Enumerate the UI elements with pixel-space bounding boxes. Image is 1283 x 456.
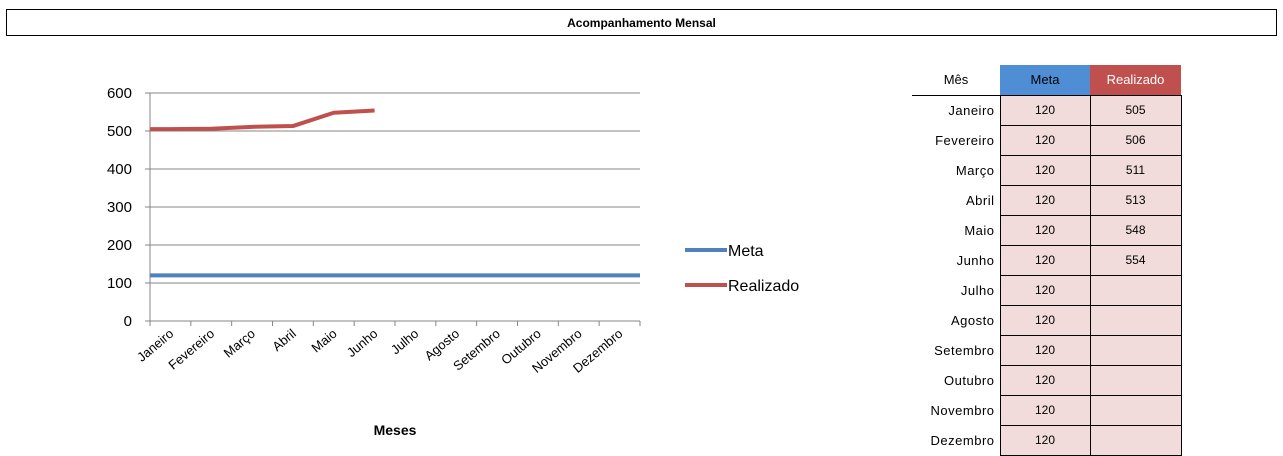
table-row: Outubro 120 <box>912 364 1182 396</box>
x-tick-label: Abril <box>269 326 299 354</box>
meta-cell: 120 <box>999 274 1091 306</box>
table-row: Janeiro 120 505 <box>912 94 1182 126</box>
realizado-cell <box>1089 304 1182 336</box>
report-title: Acompanhamento Mensal <box>6 9 1277 36</box>
realizado-cell <box>1089 364 1182 396</box>
realizado-cell: 506 <box>1089 124 1182 156</box>
y-tick-label: 300 <box>107 199 132 216</box>
realizado-cell <box>1089 334 1182 366</box>
meta-cell: 120 <box>999 124 1091 156</box>
realizado-cell: 554 <box>1089 244 1182 276</box>
realizado-cell <box>1089 424 1182 456</box>
y-tick-label: 0 <box>124 313 132 330</box>
monthly-table: Mês Meta Realizado Janeiro 120 505 Fevereir… <box>912 65 1182 456</box>
legend-label: Meta <box>728 243 764 260</box>
header-meta: Meta <box>1000 65 1090 95</box>
month-cell: Setembro <box>934 342 995 358</box>
meta-cell: 120 <box>999 214 1091 246</box>
x-tick-label: Junho <box>344 326 381 360</box>
realizado-cell: 548 <box>1089 214 1182 246</box>
realizado-cell: 511 <box>1089 154 1182 186</box>
month-cell: Março <box>955 162 995 178</box>
realizado-cell: 505 <box>1089 94 1182 126</box>
meta-cell: 120 <box>999 334 1091 366</box>
meta-cell: 120 <box>999 364 1091 396</box>
month-cell: Junho <box>956 252 995 268</box>
month-cell: Maio <box>964 222 995 238</box>
y-tick-label: 600 <box>107 85 132 102</box>
month-cell: Agosto <box>951 312 995 328</box>
meta-cell: 120 <box>999 94 1091 126</box>
x-tick-label: Maio <box>308 326 339 356</box>
y-tick-label: 400 <box>107 161 132 178</box>
month-cell: Fevereiro <box>935 132 995 148</box>
y-tick-label: 200 <box>107 237 132 254</box>
meta-cell: 120 <box>999 424 1091 456</box>
table-row: Fevereiro 120 506 <box>912 124 1182 156</box>
meta-cell: 120 <box>999 244 1091 276</box>
meta-cell: 120 <box>999 184 1091 216</box>
table-row: Maio 120 548 <box>912 214 1182 246</box>
legend-label: Realizado <box>728 278 799 295</box>
table-row: Agosto 120 <box>912 304 1182 336</box>
series-line-realizado <box>150 108 375 132</box>
table-row: Dezembro 120 <box>912 424 1182 456</box>
table-row: Junho 120 554 <box>912 244 1182 276</box>
header-realizado: Realizado <box>1090 65 1181 95</box>
x-axis-title: Meses <box>374 422 417 438</box>
meta-cell: 120 <box>999 154 1091 186</box>
x-tick-label: Julho <box>388 326 421 357</box>
month-cell: Outubro <box>944 372 995 388</box>
y-tick-label: 500 <box>107 123 132 140</box>
month-cell: Abril <box>965 192 995 208</box>
meta-cell: 120 <box>999 304 1091 336</box>
y-tick-label: 100 <box>107 275 132 292</box>
meta-cell: 120 <box>999 394 1091 426</box>
table-row: Março 120 511 <box>912 154 1182 186</box>
month-cell: Novembro <box>930 402 995 418</box>
table-row: Novembro 120 <box>912 394 1182 426</box>
realizado-cell <box>1089 394 1182 426</box>
x-tick-label: Fevereiro <box>165 326 217 373</box>
realizado-cell <box>1089 274 1182 306</box>
table-row: Abril 120 513 <box>912 184 1182 216</box>
realizado-cell: 513 <box>1089 184 1182 216</box>
header-month: Mês <box>912 65 1000 96</box>
table-row: Julho 120 <box>912 274 1182 306</box>
month-cell: Janeiro <box>948 102 995 118</box>
month-cell: Dezembro <box>930 432 995 448</box>
table-row: Setembro 120 <box>912 334 1182 366</box>
month-cell: Julho <box>960 282 995 298</box>
x-tick-label: Março <box>221 326 258 361</box>
